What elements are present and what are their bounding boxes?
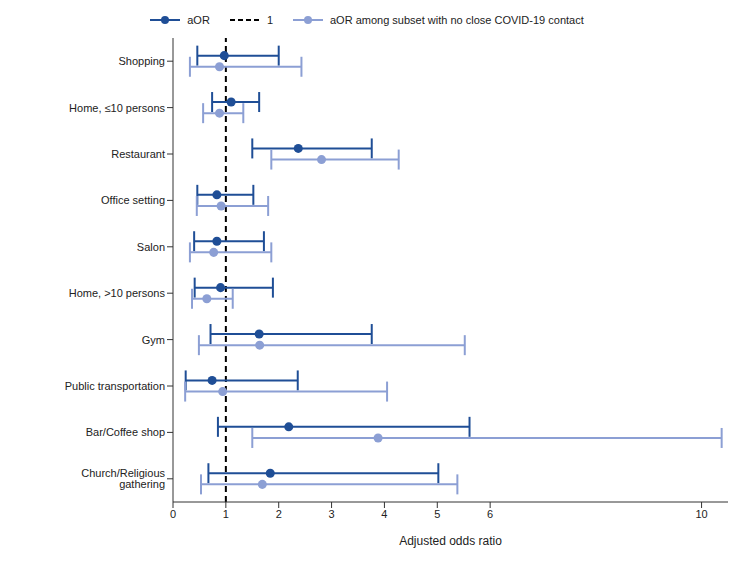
svg-text:2: 2 (276, 508, 282, 520)
svg-text:Public transportation: Public transportation (65, 380, 165, 392)
svg-text:10: 10 (695, 508, 707, 520)
svg-text:Shopping: Shopping (119, 55, 166, 67)
svg-text:Church/Religiousgathering: Church/Religiousgathering (81, 467, 165, 490)
html-text:aOR: aOR (187, 14, 210, 26)
svg-text:Home, >10 persons: Home, >10 persons (69, 287, 166, 299)
svg-text:6: 6 (487, 508, 493, 520)
svg-text:Adjusted odds ratio: Adjusted odds ratio (399, 534, 502, 548)
svg-text:5: 5 (434, 508, 440, 520)
svg-text:0: 0 (170, 508, 176, 520)
svg-text:3: 3 (329, 508, 335, 520)
svg-text:4: 4 (381, 508, 387, 520)
html-text:1: 1 (266, 14, 273, 26)
html-text:aOR among subset with no close: aOR among subset with no close COVID-19 … (330, 14, 584, 26)
svg-text:Salon: Salon (137, 241, 165, 253)
svg-text:Gym: Gym (142, 334, 165, 346)
svg-text:Bar/Coffee shop: Bar/Coffee shop (86, 426, 165, 438)
svg-text:Restaurant: Restaurant (111, 148, 165, 160)
svg-text:Office setting: Office setting (101, 194, 165, 206)
svg-text:1: 1 (223, 508, 229, 520)
svg-text:Home, ≤10 persons: Home, ≤10 persons (69, 102, 165, 114)
